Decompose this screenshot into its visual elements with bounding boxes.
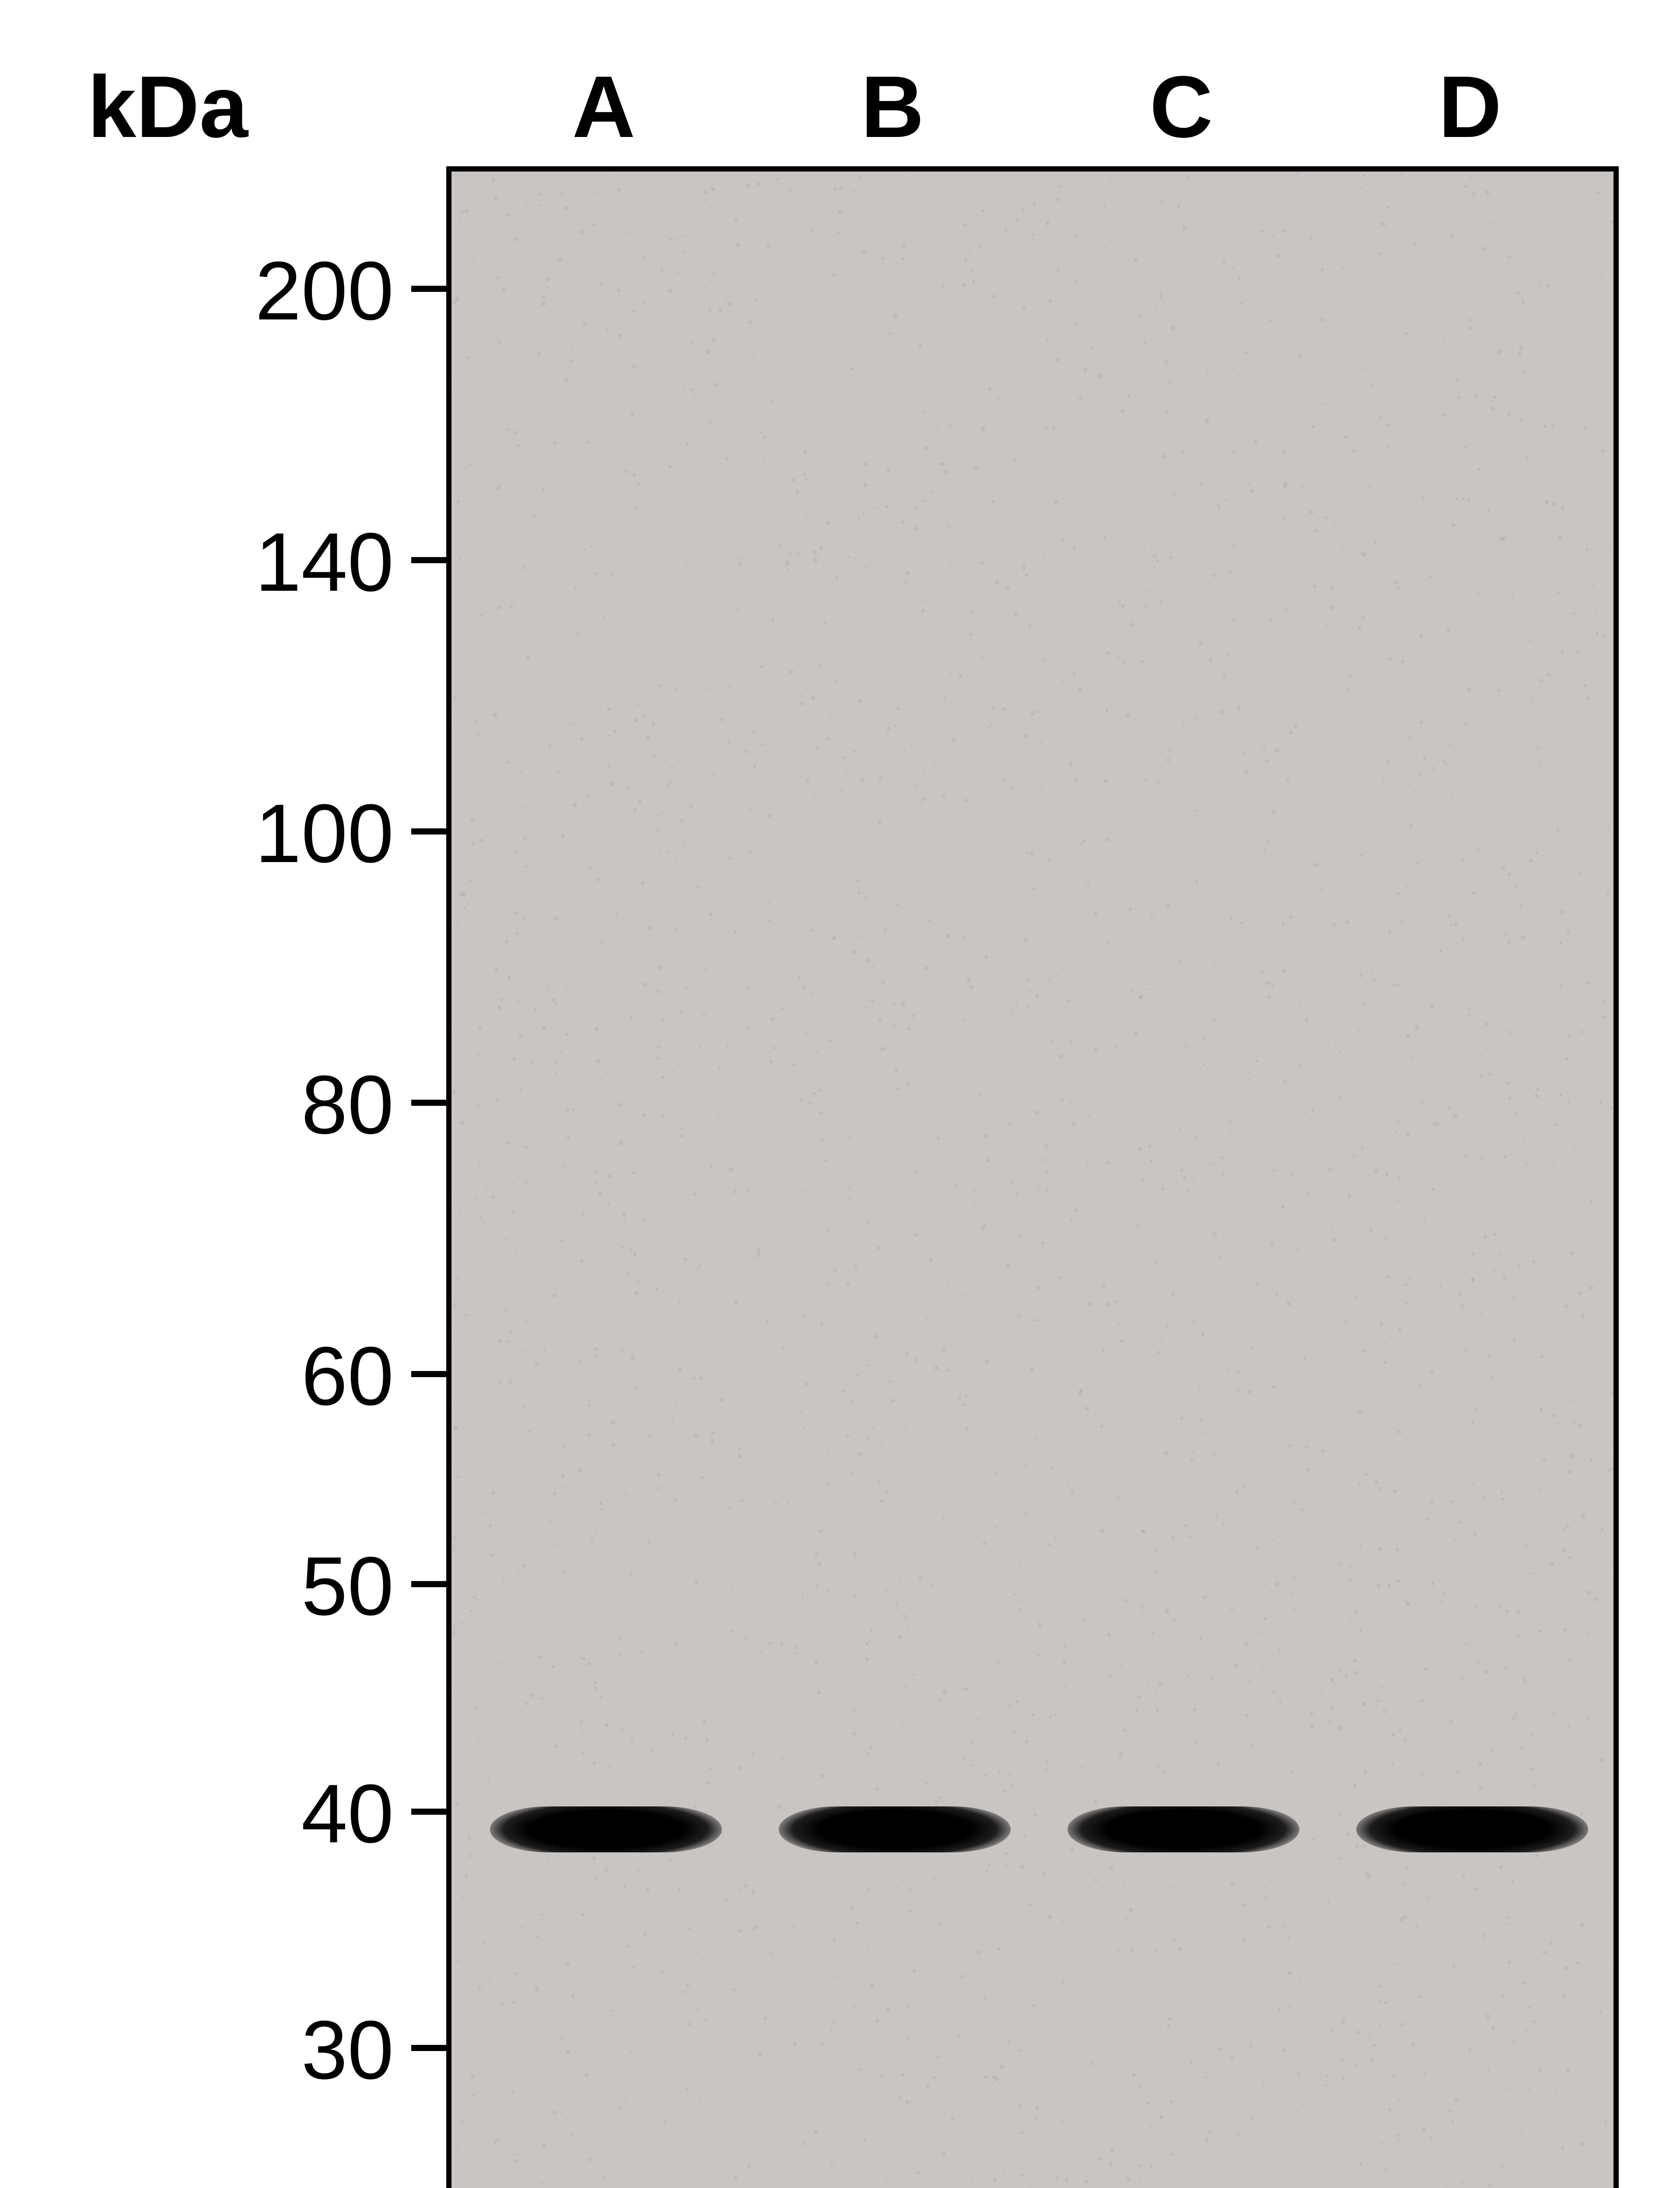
band-lane-c [1068, 1806, 1299, 1852]
tick-mark-40 [411, 1809, 446, 1815]
tick-mark-80 [411, 1100, 446, 1106]
blot-membrane [446, 166, 1619, 2188]
band-lane-d [1356, 1806, 1588, 1852]
band-lane-a [490, 1806, 722, 1852]
band-lane-b [779, 1806, 1011, 1852]
lane-label-c: C [1146, 57, 1216, 158]
tick-label-30: 30 [166, 2002, 394, 2098]
tick-mark-100 [411, 828, 446, 835]
lane-label-a: A [569, 57, 639, 158]
western-blot-figure: kDa ABCD 200140100806050403020 [0, 0, 1680, 2188]
tick-mark-200 [411, 286, 446, 292]
tick-label-200: 200 [166, 243, 394, 339]
tick-mark-30 [411, 2045, 446, 2051]
tick-mark-50 [411, 1581, 446, 1587]
tick-mark-140 [411, 557, 446, 563]
tick-label-100: 100 [166, 786, 394, 881]
tick-label-40: 40 [166, 1766, 394, 1862]
lane-label-b: B [858, 57, 928, 158]
tick-mark-60 [411, 1371, 446, 1377]
lane-label-d: D [1435, 57, 1505, 158]
axis-title: kDa [88, 57, 248, 158]
tick-label-80: 80 [166, 1057, 394, 1153]
membrane-noise [452, 172, 1614, 2188]
tick-label-140: 140 [166, 515, 394, 610]
tick-label-60: 60 [166, 1329, 394, 1424]
tick-label-50: 50 [166, 1539, 394, 1634]
